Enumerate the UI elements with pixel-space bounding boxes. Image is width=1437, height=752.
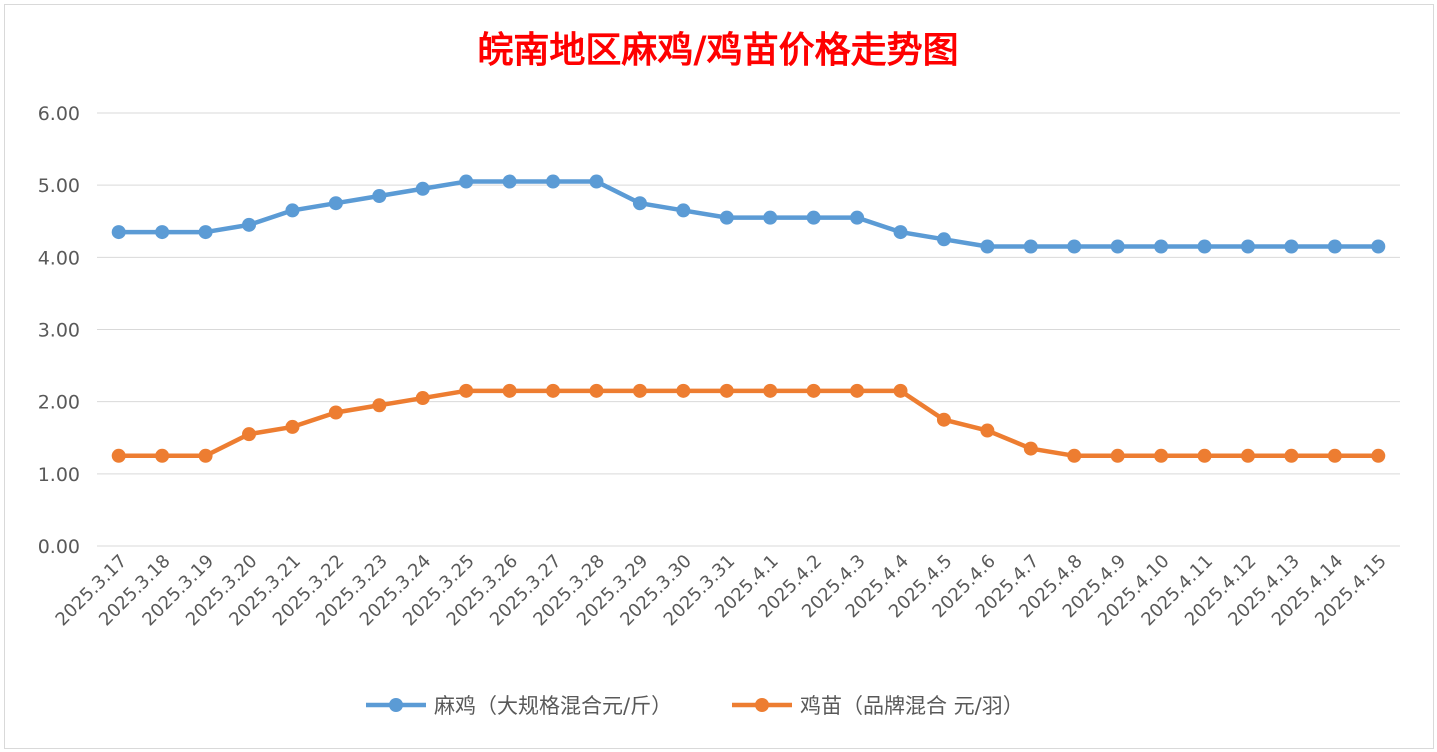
data-point bbox=[980, 239, 995, 254]
y-tick-label: 3.00 bbox=[38, 320, 80, 342]
legend-label: 麻鸡（大规格混合元/斤） bbox=[434, 694, 672, 718]
legend-marker bbox=[389, 698, 403, 712]
legend-marker bbox=[755, 698, 769, 712]
data-point bbox=[589, 174, 604, 189]
series-2 bbox=[111, 383, 1386, 463]
series-layer bbox=[111, 174, 1386, 463]
data-point bbox=[372, 398, 387, 413]
y-tick-label: 5.00 bbox=[38, 175, 80, 197]
data-point bbox=[1284, 239, 1299, 254]
data-point bbox=[893, 383, 908, 398]
data-point bbox=[415, 391, 430, 406]
series-1 bbox=[111, 174, 1386, 254]
data-point bbox=[1023, 441, 1038, 456]
data-point bbox=[546, 174, 561, 189]
data-point bbox=[589, 383, 604, 398]
data-point bbox=[936, 232, 951, 247]
data-point bbox=[1284, 448, 1299, 463]
y-tick-label: 4.00 bbox=[38, 247, 80, 269]
data-point bbox=[1371, 239, 1386, 254]
data-point bbox=[1067, 448, 1082, 463]
data-point bbox=[1154, 239, 1169, 254]
data-point bbox=[285, 419, 300, 434]
data-point bbox=[155, 225, 170, 240]
series-line bbox=[118, 179, 1379, 249]
data-point bbox=[632, 196, 647, 211]
y-tick-label: 1.00 bbox=[38, 464, 80, 486]
data-point bbox=[242, 217, 257, 232]
y-axis-ticks: 0.00 1.00 2.00 3.00 4.00 5.00 6.00 bbox=[38, 103, 80, 558]
legend-entry: 麻鸡（大规格混合元/斤） bbox=[366, 694, 672, 718]
data-point bbox=[893, 225, 908, 240]
data-point bbox=[1110, 239, 1125, 254]
data-point bbox=[546, 383, 561, 398]
data-point bbox=[632, 383, 647, 398]
data-point bbox=[1371, 448, 1386, 463]
data-point bbox=[415, 181, 430, 196]
y-tick-label: 0.00 bbox=[38, 536, 80, 558]
y-tick-label: 6.00 bbox=[38, 103, 80, 125]
data-point bbox=[328, 405, 343, 420]
data-point bbox=[676, 203, 691, 218]
data-point bbox=[1327, 239, 1342, 254]
data-point bbox=[328, 196, 343, 211]
data-point bbox=[198, 225, 213, 240]
data-point bbox=[285, 203, 300, 218]
data-point bbox=[1067, 239, 1082, 254]
data-point bbox=[242, 427, 257, 442]
data-point bbox=[763, 383, 778, 398]
x-axis-ticks: 2025.3.172025.3.182025.3.192025.3.202025… bbox=[52, 551, 1391, 631]
data-point bbox=[806, 383, 821, 398]
y-tick-label: 2.00 bbox=[38, 392, 80, 414]
data-point bbox=[198, 448, 213, 463]
data-point bbox=[372, 188, 387, 203]
data-point bbox=[111, 225, 126, 240]
data-point bbox=[936, 412, 951, 427]
data-point bbox=[1240, 239, 1255, 254]
legend-entry: 鸡苗（品牌混合 元/羽） bbox=[732, 694, 1024, 718]
data-point bbox=[111, 448, 126, 463]
data-point bbox=[1023, 239, 1038, 254]
legend: 麻鸡（大规格混合元/斤） 鸡苗（品牌混合 元/羽） bbox=[366, 694, 1024, 718]
data-point bbox=[763, 210, 778, 225]
chart-title: 皖南地区麻鸡/鸡苗价格走势图 bbox=[477, 29, 958, 71]
series-line bbox=[118, 388, 1379, 459]
data-point bbox=[676, 383, 691, 398]
data-point bbox=[719, 383, 734, 398]
data-point bbox=[1154, 448, 1169, 463]
data-point bbox=[1327, 448, 1342, 463]
chart-frame bbox=[4, 4, 1434, 749]
data-point bbox=[850, 383, 865, 398]
data-point bbox=[502, 383, 517, 398]
gridlines bbox=[97, 112, 1400, 547]
data-point bbox=[459, 174, 474, 189]
data-point bbox=[1197, 239, 1212, 254]
legend-label: 鸡苗（品牌混合 元/羽） bbox=[800, 694, 1024, 718]
data-point bbox=[850, 210, 865, 225]
data-point bbox=[1240, 448, 1255, 463]
data-point bbox=[502, 174, 517, 189]
data-point bbox=[719, 210, 734, 225]
data-point bbox=[980, 423, 995, 438]
data-point bbox=[1110, 448, 1125, 463]
data-point bbox=[1197, 448, 1212, 463]
data-point bbox=[459, 383, 474, 398]
data-point bbox=[155, 448, 170, 463]
data-point bbox=[806, 210, 821, 225]
